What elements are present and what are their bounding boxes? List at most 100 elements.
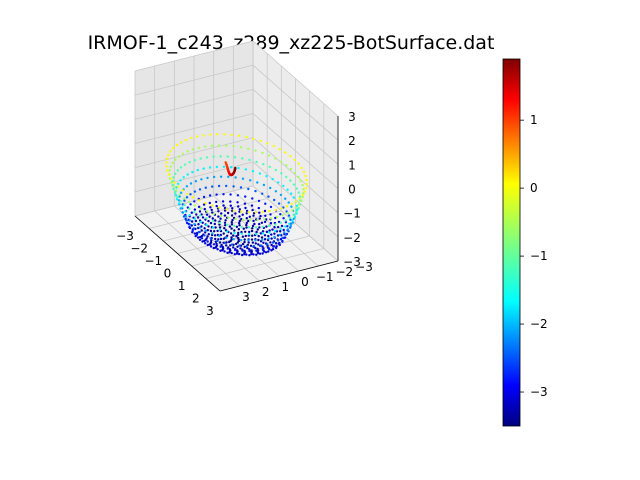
data-point bbox=[264, 202, 267, 205]
data-point bbox=[225, 244, 228, 247]
data-point bbox=[252, 219, 255, 223]
data-point bbox=[206, 240, 209, 243]
data-point bbox=[244, 206, 247, 210]
data-point bbox=[175, 189, 178, 192]
x-tick-label: −3 bbox=[116, 229, 134, 243]
data-point bbox=[216, 229, 219, 233]
data-point bbox=[279, 160, 283, 163]
data-point bbox=[188, 225, 191, 229]
data-point bbox=[245, 221, 248, 225]
data-point bbox=[290, 192, 293, 195]
data-point bbox=[273, 245, 276, 248]
data-point bbox=[268, 224, 271, 228]
data-point bbox=[210, 208, 213, 212]
data-point bbox=[218, 234, 221, 237]
data-point bbox=[224, 224, 227, 227]
data-point bbox=[173, 192, 177, 195]
data-point bbox=[212, 246, 215, 250]
data-point bbox=[176, 182, 180, 185]
data-point bbox=[198, 188, 202, 191]
data-point bbox=[261, 230, 265, 233]
data-point bbox=[257, 234, 260, 238]
data-point bbox=[225, 223, 229, 226]
data-point bbox=[280, 224, 284, 228]
data-point bbox=[254, 211, 257, 214]
data-point bbox=[276, 239, 280, 242]
data-point bbox=[183, 197, 186, 200]
data-point bbox=[219, 175, 223, 178]
y-tick-label: −3 bbox=[355, 260, 373, 274]
data-point bbox=[289, 218, 292, 221]
data-point bbox=[258, 172, 262, 175]
data-point bbox=[214, 237, 217, 241]
data-point bbox=[223, 241, 226, 245]
data-point bbox=[198, 226, 202, 229]
data-point bbox=[297, 162, 300, 165]
data-point bbox=[281, 236, 284, 239]
grid-line-z bbox=[252, 40, 339, 117]
data-point bbox=[181, 152, 185, 155]
data-point bbox=[259, 214, 262, 218]
data-point bbox=[205, 156, 209, 159]
data-point bbox=[230, 251, 233, 255]
data-point bbox=[247, 239, 250, 242]
data-point bbox=[280, 207, 283, 210]
data-point bbox=[269, 186, 272, 190]
data-point bbox=[277, 202, 281, 205]
data-point bbox=[279, 213, 282, 216]
data-point bbox=[203, 234, 206, 237]
data-point bbox=[279, 193, 283, 197]
data-point bbox=[219, 245, 222, 248]
data-point bbox=[203, 207, 206, 211]
data-point bbox=[225, 236, 228, 239]
data-point bbox=[213, 230, 216, 233]
data-point bbox=[277, 181, 280, 184]
data-point bbox=[251, 170, 255, 173]
data-point bbox=[267, 237, 270, 240]
data-point bbox=[288, 222, 291, 225]
z-tick-label: 2 bbox=[348, 134, 356, 148]
data-point bbox=[299, 179, 302, 183]
data-point bbox=[272, 145, 276, 148]
data-point bbox=[284, 233, 288, 236]
data-point bbox=[190, 220, 194, 223]
data-point bbox=[212, 212, 216, 215]
data-point bbox=[256, 218, 259, 222]
data-point bbox=[255, 249, 258, 252]
data-point bbox=[289, 224, 292, 228]
data-point bbox=[230, 236, 233, 239]
data-point bbox=[242, 227, 245, 230]
data-point bbox=[193, 204, 196, 207]
grid-line-z bbox=[134, 64, 254, 96]
data-point bbox=[186, 192, 189, 196]
data-point bbox=[188, 200, 191, 204]
data-point bbox=[263, 238, 267, 241]
data-point bbox=[188, 223, 191, 226]
data-point bbox=[205, 237, 208, 240]
data-point bbox=[257, 238, 260, 242]
data-point bbox=[297, 207, 300, 210]
data-point bbox=[237, 239, 240, 243]
data-point bbox=[209, 206, 212, 209]
data-point bbox=[219, 237, 223, 241]
data-point bbox=[206, 235, 209, 238]
data-point bbox=[226, 155, 229, 158]
data-point bbox=[273, 226, 276, 229]
data-point bbox=[279, 221, 282, 224]
data-point bbox=[265, 218, 268, 221]
data-point bbox=[199, 220, 202, 224]
data-point bbox=[235, 252, 239, 255]
data-point bbox=[207, 225, 210, 228]
y-tick-label: 1 bbox=[282, 280, 290, 294]
data-point bbox=[179, 179, 182, 182]
data-point bbox=[293, 171, 297, 175]
data-point bbox=[284, 221, 288, 224]
data-point bbox=[178, 195, 181, 198]
data-point bbox=[304, 186, 308, 190]
data-point bbox=[286, 188, 289, 191]
data-point bbox=[184, 138, 188, 142]
data-point bbox=[289, 155, 292, 158]
data-point bbox=[232, 145, 235, 148]
data-point bbox=[204, 186, 207, 189]
data-point bbox=[237, 134, 241, 137]
